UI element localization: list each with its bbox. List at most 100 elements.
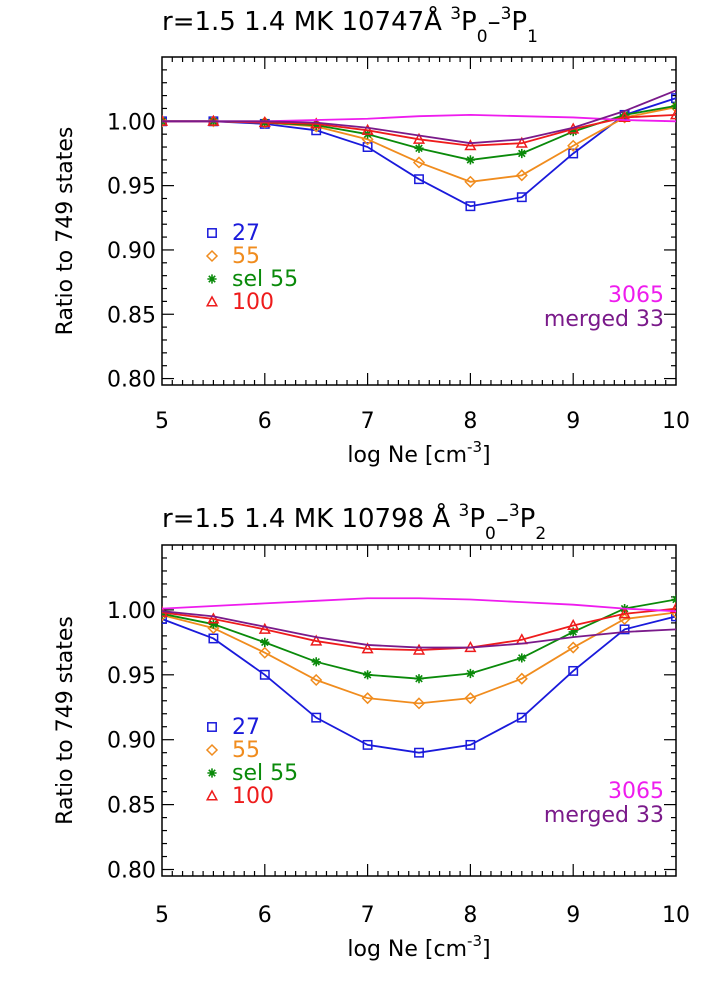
data-point-55 bbox=[361, 133, 374, 146]
legend-marker-100 bbox=[205, 295, 219, 307]
data-point-sel-55 bbox=[517, 653, 527, 663]
x-tick-label: 7 bbox=[361, 409, 375, 434]
y-tick-label: 0.85 bbox=[107, 303, 156, 328]
legend-label-100: 100 bbox=[232, 290, 274, 315]
legend-label-27: 27 bbox=[232, 221, 260, 246]
series-line-3065 bbox=[162, 597, 676, 613]
legend-marker-100 bbox=[205, 789, 219, 801]
chart-title: r=1.5 1.4 MK 10747Å 3P0–3P1 bbox=[162, 4, 538, 47]
data-point-100 bbox=[207, 612, 220, 624]
data-point-sel-55 bbox=[568, 627, 578, 637]
data-point-55 bbox=[464, 175, 477, 188]
data-point-sel-55 bbox=[260, 637, 270, 647]
data-point-27 bbox=[465, 739, 476, 750]
data-point-100 bbox=[361, 123, 374, 135]
data-point-55 bbox=[258, 646, 271, 659]
y-tick-label: 0.90 bbox=[107, 729, 156, 754]
chart-panel-top: r=1.5 1.4 MK 10747Å 3P0–3P1 5 6 7 8 9 10 0.80 0.… bbox=[53, 4, 690, 468]
legend-label-55: 55 bbox=[232, 244, 260, 269]
data-point-27 bbox=[414, 747, 424, 758]
data-point-55 bbox=[162, 115, 169, 128]
legend-marker-sel-55 bbox=[207, 274, 217, 284]
y-tick-label: 0.80 bbox=[107, 368, 156, 393]
data-point-sel-55 bbox=[208, 619, 218, 629]
series-line-merged-33 bbox=[162, 89, 676, 145]
data-point-27 bbox=[311, 712, 322, 723]
data-point-100 bbox=[618, 110, 631, 123]
data-point-100 bbox=[361, 642, 374, 654]
x-tick-label: 6 bbox=[258, 409, 272, 434]
data-point-100 bbox=[515, 136, 528, 148]
data-point-100 bbox=[618, 607, 631, 619]
data-point-100 bbox=[567, 618, 580, 631]
y-tick-label: 0.95 bbox=[107, 664, 156, 689]
data-point-27 bbox=[516, 712, 527, 723]
data-point-sel-55 bbox=[414, 674, 424, 684]
data-point-sel-55 bbox=[414, 143, 424, 153]
data-point-sel-55 bbox=[311, 120, 321, 130]
legend-marker-sel-55 bbox=[207, 768, 217, 778]
legend-label-27: 27 bbox=[232, 715, 260, 740]
y-tick-label: 1.00 bbox=[107, 110, 156, 135]
data-point-55 bbox=[412, 697, 426, 710]
data-point-27 bbox=[568, 665, 579, 676]
y-axis-label: Ratio to 749 states bbox=[53, 616, 78, 825]
series-line-merged-33 bbox=[162, 610, 676, 649]
series-line-55 bbox=[162, 611, 676, 705]
legend-label-100: 100 bbox=[232, 784, 274, 809]
x-tick-label: 10 bbox=[662, 409, 690, 434]
legend-label-merged-33: merged 33 bbox=[544, 803, 664, 828]
data-point-100 bbox=[669, 602, 676, 614]
x-tick-label: 6 bbox=[258, 903, 272, 928]
data-point-27 bbox=[259, 669, 270, 680]
data-point-sel-55 bbox=[517, 148, 527, 159]
series-line-sel-55 bbox=[162, 598, 676, 680]
x-tick-label: 9 bbox=[566, 903, 580, 928]
series-line-27 bbox=[162, 615, 676, 754]
data-point-55 bbox=[515, 672, 528, 685]
legend-marker-55 bbox=[205, 249, 219, 263]
x-tick-label: 5 bbox=[155, 409, 169, 434]
chart-panel-bottom: r=1.5 1.4 MK 10798 Å 3P0–3P2 5 6 7 8 9 10 0.80 0… bbox=[53, 501, 690, 962]
data-point-27 bbox=[568, 148, 579, 159]
data-point-55 bbox=[207, 115, 220, 128]
legend-label-sel-55: sel 55 bbox=[232, 761, 298, 786]
data-point-55 bbox=[464, 692, 477, 705]
data-point-100 bbox=[464, 139, 477, 151]
data-point-sel-55 bbox=[620, 110, 630, 120]
data-point-100 bbox=[310, 634, 323, 646]
data-point-27 bbox=[619, 624, 630, 635]
data-point-sel-55 bbox=[568, 127, 578, 137]
data-point-55 bbox=[412, 156, 426, 169]
y-tick-label: 1.00 bbox=[107, 599, 156, 624]
y-tick-label: 0.85 bbox=[107, 794, 156, 819]
data-point-27 bbox=[362, 142, 373, 152]
data-point-27 bbox=[516, 192, 527, 203]
x-tick-label: 7 bbox=[361, 903, 375, 928]
data-point-27 bbox=[362, 739, 373, 750]
data-point-55 bbox=[361, 692, 374, 705]
x-tick-label: 8 bbox=[463, 903, 477, 928]
data-point-55 bbox=[515, 169, 528, 182]
data-point-100 bbox=[669, 108, 676, 120]
legend-label-3065: 3065 bbox=[608, 779, 664, 804]
series-line-3065 bbox=[162, 113, 676, 123]
legend-marker-27 bbox=[207, 722, 217, 732]
data-point-100 bbox=[258, 622, 271, 634]
data-point-55 bbox=[567, 139, 580, 152]
x-axis-label: log Ne [cm-3] bbox=[347, 932, 490, 962]
legend-marker-55 bbox=[205, 743, 219, 757]
data-point-sel-55 bbox=[465, 668, 475, 679]
data-point-27 bbox=[414, 174, 424, 185]
y-tick-label: 0.90 bbox=[107, 239, 156, 264]
y-axis-label: Ratio to 749 states bbox=[53, 127, 78, 336]
data-point-100 bbox=[412, 643, 426, 655]
x-tick-label: 8 bbox=[463, 409, 477, 434]
data-point-100 bbox=[412, 132, 426, 144]
x-tick-label: 10 bbox=[662, 903, 690, 928]
data-area bbox=[162, 594, 676, 758]
data-point-sel-55 bbox=[465, 155, 475, 165]
y-tick-label: 0.95 bbox=[107, 175, 156, 200]
legend-label-55: 55 bbox=[232, 738, 260, 763]
